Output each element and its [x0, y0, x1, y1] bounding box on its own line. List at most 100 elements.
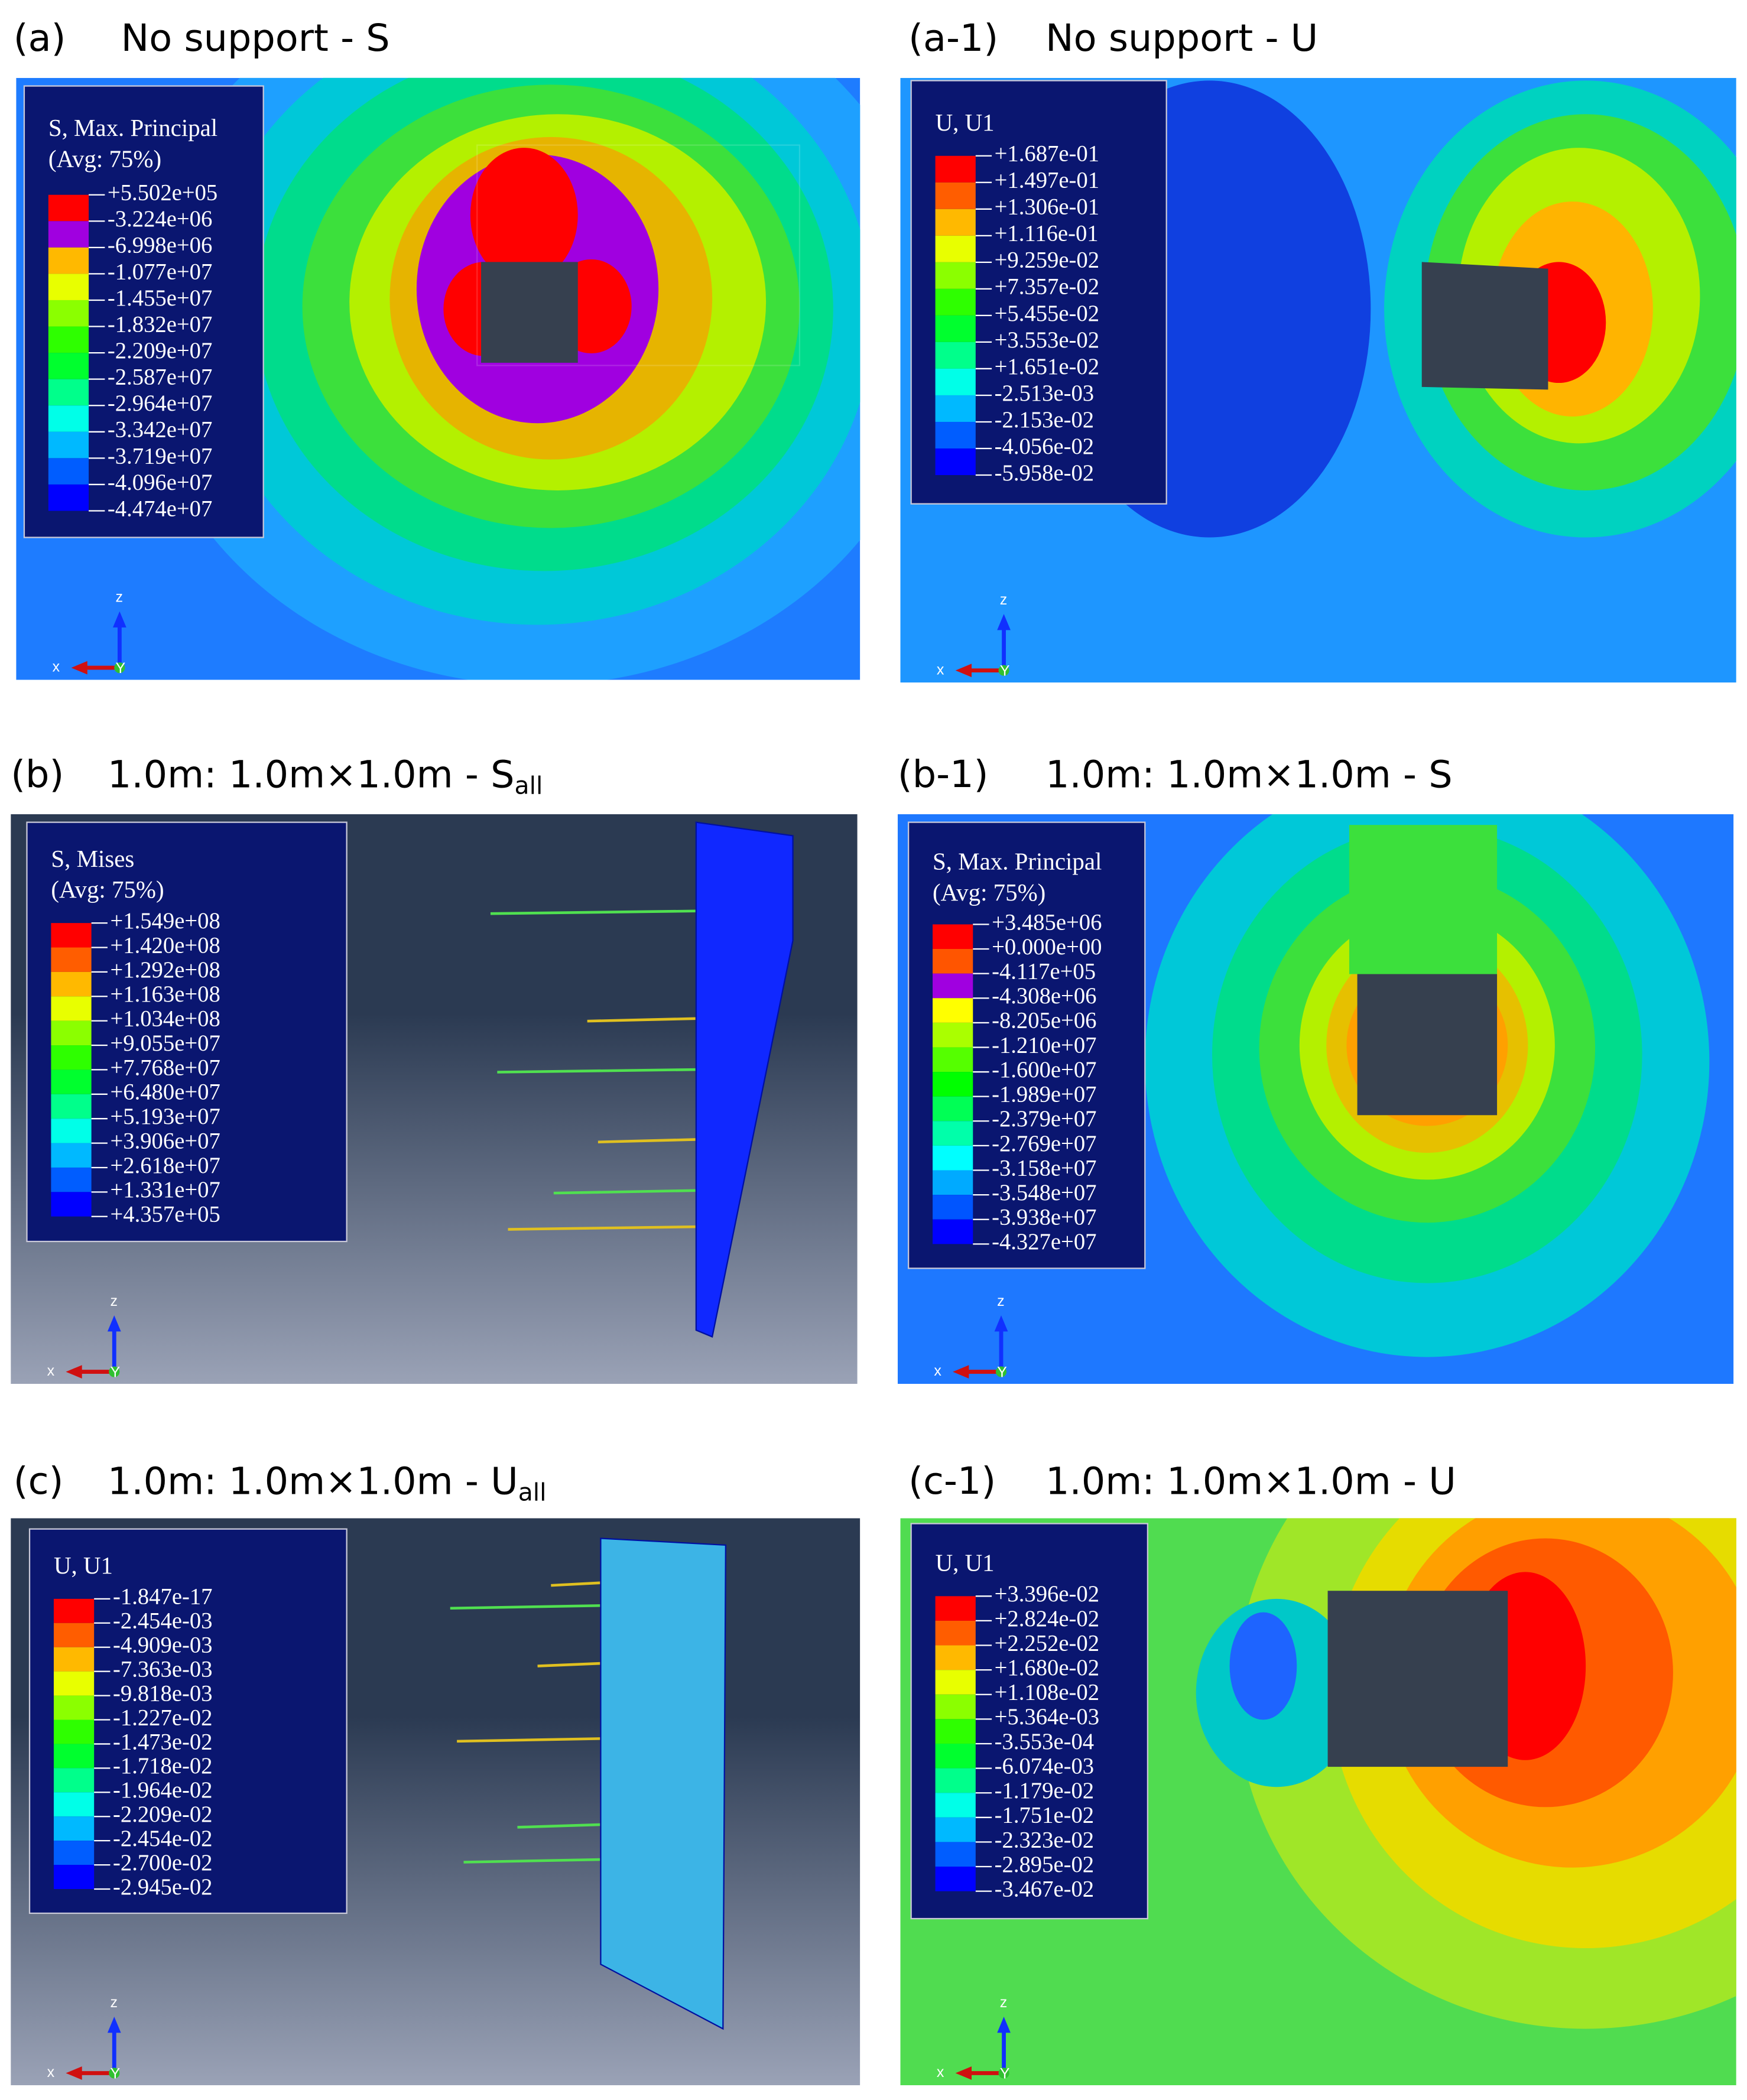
- legend-value: +1.034e+08: [110, 1007, 220, 1032]
- legend-value: +1.687e-01: [995, 142, 1099, 167]
- legend-band: [935, 342, 976, 369]
- legend-value: -9.818e-03: [113, 1681, 212, 1706]
- panel-label: (b): [11, 753, 64, 797]
- legend-value: +5.193e+07: [110, 1104, 220, 1129]
- legend-band: [935, 1867, 976, 1891]
- legend-value: -1.455e+07: [108, 286, 212, 311]
- legend-band: [51, 971, 92, 997]
- contour: [1229, 1612, 1297, 1720]
- panel: No support - S (a) S, Max. Principal (Avg: …: [14, 17, 860, 680]
- legend-value: -2.587e+07: [108, 365, 212, 390]
- contour: [1349, 825, 1498, 974]
- legend-value: -1.832e+07: [108, 312, 212, 337]
- legend-value: -3.938e+07: [992, 1205, 1096, 1230]
- legend-value: -1.473e-02: [113, 1730, 212, 1754]
- legend-value: -7.363e-03: [113, 1657, 212, 1682]
- legend-value: -1.077e+07: [108, 259, 212, 284]
- legend-band: [51, 1045, 92, 1070]
- legend-band: [48, 405, 89, 432]
- legend-value: +2.252e-02: [995, 1631, 1099, 1656]
- legend-value: +1.331e+07: [110, 1178, 220, 1202]
- legend-value: -2.454e-02: [113, 1826, 212, 1851]
- legend-band: [933, 1072, 973, 1097]
- y-axis-dot: [109, 1366, 120, 1377]
- legend-value: -5.958e-02: [995, 461, 1094, 486]
- bolt: [508, 1225, 702, 1231]
- legend-value: -8.205e+06: [992, 1009, 1096, 1033]
- legend-value: -1.227e-02: [113, 1705, 212, 1730]
- legend-band: [933, 973, 973, 999]
- triad-y: Y: [997, 1364, 1007, 1380]
- y-axis-dot: [109, 2068, 120, 2079]
- panel-label: (a): [14, 17, 66, 60]
- legend-value: +5.502e+05: [108, 181, 217, 206]
- legend-band: [935, 1596, 976, 1621]
- x-arrow-head: [66, 2066, 82, 2080]
- legend-band: [935, 1743, 976, 1769]
- title-text: 1.0m: 1.0m×1.0m - U: [1045, 1459, 1456, 1503]
- contour-plot: [16, 77, 860, 680]
- legend-value: +1.497e-01: [995, 168, 1099, 193]
- legend-band: [53, 1695, 95, 1720]
- legend-value: +3.396e-02: [995, 1582, 1099, 1607]
- legend-band: [48, 326, 89, 353]
- legend-value: -1.718e-02: [113, 1754, 212, 1779]
- legend-title: S, Max. Principal: [48, 115, 217, 141]
- triad-z: z: [110, 1293, 118, 1309]
- x-arrow-head: [953, 1365, 969, 1379]
- legend-band: [53, 1647, 95, 1672]
- legend-title: (Avg: 75%): [933, 879, 1045, 906]
- legend-title: S, Max. Principal: [933, 848, 1102, 875]
- legend-band: [48, 431, 89, 459]
- legend-value: -4.117e+05: [992, 959, 1096, 984]
- title-subscript: all: [518, 1478, 547, 1507]
- legend-title: U, U1: [936, 109, 995, 136]
- triad-z: z: [110, 1994, 118, 2011]
- legend-value: -1.600e+07: [992, 1058, 1096, 1082]
- bolt: [463, 1858, 602, 1864]
- y-axis-dot: [998, 665, 1009, 676]
- legend-band: [48, 274, 89, 300]
- legend-value: -2.379e+07: [992, 1107, 1096, 1132]
- legend-band: [53, 1865, 95, 1890]
- triad-y: Y: [1000, 2065, 1010, 2082]
- panel-label: (c): [14, 1459, 64, 1503]
- legend-value: +4.357e+05: [110, 1202, 220, 1227]
- panel-title: 1.0m: 1.0m×1.0m - Uall: [108, 1459, 547, 1507]
- title-text: 1.0m: 1.0m×1.0m - S: [108, 753, 515, 797]
- title-subscript: all: [515, 771, 543, 799]
- legend-value: -3.467e-02: [995, 1877, 1094, 1902]
- panel-title: No support - S: [121, 17, 390, 60]
- legend-band: [48, 353, 89, 379]
- legend-band: [935, 368, 976, 395]
- legend-band: [48, 247, 89, 274]
- y-axis-dot: [998, 2068, 1009, 2079]
- triad-x: x: [47, 1363, 55, 1379]
- legend-value: +1.651e-02: [995, 355, 1099, 379]
- legend-title: S, Mises: [51, 846, 134, 872]
- x-arrow-head: [955, 664, 972, 678]
- legend-band: [51, 1192, 92, 1217]
- legend-value: +5.364e-03: [995, 1705, 1099, 1730]
- legend-value: -1.179e-02: [995, 1779, 1094, 1803]
- legend-band: [935, 421, 976, 449]
- legend-value: +2.824e-02: [995, 1607, 1099, 1631]
- legend-band: [935, 448, 976, 476]
- legend-band: [935, 155, 976, 183]
- bolt: [553, 1189, 702, 1195]
- legend-value: +7.768e+07: [110, 1055, 220, 1080]
- z-arrow-head: [997, 2017, 1011, 2033]
- legend-value: +0.000e+00: [992, 935, 1102, 960]
- legend-band: [53, 1598, 95, 1623]
- legend-value: -2.945e-02: [113, 1875, 212, 1900]
- legend-band: [933, 1047, 973, 1072]
- legend-value: -2.769e+07: [992, 1132, 1096, 1156]
- legend-band: [51, 1020, 92, 1046]
- legend-value: +6.480e+07: [110, 1080, 220, 1105]
- legend-value: -3.553e-04: [995, 1730, 1094, 1754]
- legend-value: -6.998e+06: [108, 233, 212, 258]
- z-arrow-head: [994, 1315, 1008, 1332]
- legend-value: -2.513e-03: [995, 381, 1094, 406]
- legend-band: [935, 1620, 976, 1646]
- legend-value: +1.420e+08: [110, 933, 220, 958]
